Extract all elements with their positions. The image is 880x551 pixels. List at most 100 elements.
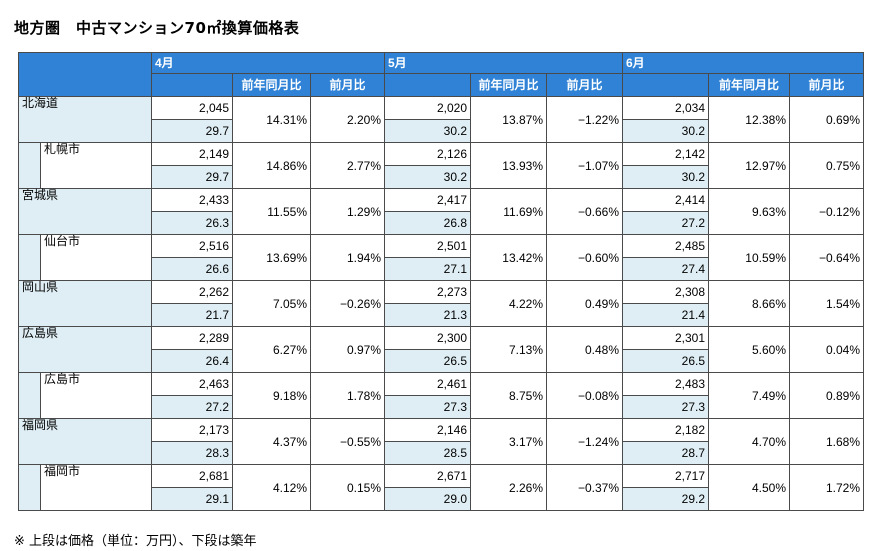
region-name-city: 札幌市 bbox=[40, 142, 152, 189]
table-row: 宮城県 2,433 11.55% 1.29% 2,417 11.69% −0.66% 2,41… bbox=[18, 188, 864, 235]
yoy-change: 12.38% bbox=[708, 96, 790, 143]
header-corner bbox=[18, 52, 152, 97]
yoy-change: 14.86% bbox=[232, 142, 311, 189]
page-title: 地方圏 中古マンション70㎡換算価格表 bbox=[14, 19, 300, 37]
yoy-change: 7.49% bbox=[708, 372, 790, 419]
mom-change: −0.60% bbox=[546, 234, 623, 281]
yoy-change: 4.37% bbox=[232, 418, 311, 465]
building-age-value: 28.5 bbox=[384, 441, 471, 465]
building-age-value: 30.2 bbox=[622, 119, 709, 143]
price-value: 2,173 bbox=[151, 418, 233, 442]
header-month-may: 5月 bbox=[384, 52, 623, 74]
price-value: 2,681 bbox=[151, 464, 233, 488]
mom-change: 0.69% bbox=[789, 96, 864, 143]
yoy-change: 13.87% bbox=[470, 96, 547, 143]
building-age-value: 26.3 bbox=[151, 211, 233, 235]
yoy-change: 13.93% bbox=[470, 142, 547, 189]
table-row: 仙台市 2,516 13.69% 1.94% 2,501 13.42% −0.60% 2,48… bbox=[18, 234, 864, 281]
building-age-value: 29.7 bbox=[151, 119, 233, 143]
price-value: 2,262 bbox=[151, 280, 233, 304]
price-value: 2,045 bbox=[151, 96, 233, 120]
indent-cell bbox=[18, 142, 41, 189]
table-row: 福岡県 2,173 4.37% −0.55% 2,146 3.17% −1.24% 2,182… bbox=[18, 418, 864, 465]
table-row: 広島市 2,463 9.18% 1.78% 2,461 8.75% −0.08% 2,483 7… bbox=[18, 372, 864, 419]
mom-change: −1.07% bbox=[546, 142, 623, 189]
mom-change: −0.12% bbox=[789, 188, 864, 235]
region-name-city: 仙台市 bbox=[40, 234, 152, 281]
building-age-value: 21.3 bbox=[384, 303, 471, 327]
mom-change: 1.29% bbox=[310, 188, 385, 235]
header-month-jun: 6月 bbox=[622, 52, 864, 74]
building-age-value: 27.2 bbox=[151, 395, 233, 419]
region-name-city: 広島市 bbox=[40, 372, 152, 419]
price-value: 2,146 bbox=[384, 418, 471, 442]
building-age-value: 21.4 bbox=[622, 303, 709, 327]
yoy-change: 11.55% bbox=[232, 188, 311, 235]
price-value: 2,182 bbox=[622, 418, 709, 442]
building-age-value: 28.7 bbox=[622, 441, 709, 465]
region-name-prefecture: 福岡県 bbox=[18, 418, 152, 465]
indent-cell bbox=[18, 464, 41, 511]
yoy-change: 7.13% bbox=[470, 326, 547, 373]
header-yoy: 前年同月比 bbox=[708, 73, 790, 97]
price-value: 2,433 bbox=[151, 188, 233, 212]
table-row: 21.7 21.3 21.4 bbox=[19, 303, 864, 327]
table-row: 28.3 28.5 28.7 bbox=[19, 441, 864, 465]
yoy-change: 5.60% bbox=[708, 326, 790, 373]
building-age-value: 26.8 bbox=[384, 211, 471, 235]
price-value: 2,149 bbox=[151, 142, 233, 166]
yoy-change: 2.26% bbox=[470, 464, 547, 511]
mom-change: 2.77% bbox=[310, 142, 385, 189]
price-value: 2,273 bbox=[384, 280, 471, 304]
table-row: 29.7 30.2 30.2 bbox=[19, 119, 864, 143]
building-age-value: 29.1 bbox=[151, 487, 233, 511]
table-row: 29.7 30.2 30.2 bbox=[19, 165, 864, 189]
price-value: 2,483 bbox=[622, 372, 709, 396]
yoy-change: 12.97% bbox=[708, 142, 790, 189]
yoy-change: 7.05% bbox=[232, 280, 311, 327]
yoy-change: 11.69% bbox=[470, 188, 547, 235]
region-name-prefecture: 北海道 bbox=[18, 96, 152, 143]
building-age-value: 29.0 bbox=[384, 487, 471, 511]
mom-change: −0.37% bbox=[546, 464, 623, 511]
table-row: 福岡市 2,681 4.12% 0.15% 2,671 2.26% −0.37% 2,717 4… bbox=[18, 464, 864, 511]
mom-change: 0.97% bbox=[310, 326, 385, 373]
mom-change: 0.75% bbox=[789, 142, 864, 189]
yoy-change: 4.22% bbox=[470, 280, 547, 327]
mom-change: −1.24% bbox=[546, 418, 623, 465]
building-age-value: 29.7 bbox=[151, 165, 233, 189]
mom-change: 1.94% bbox=[310, 234, 385, 281]
mom-change: 0.49% bbox=[546, 280, 623, 327]
building-age-value: 26.5 bbox=[622, 349, 709, 373]
mom-change: 1.78% bbox=[310, 372, 385, 419]
yoy-change: 3.17% bbox=[470, 418, 547, 465]
price-value: 2,717 bbox=[622, 464, 709, 488]
building-age-value: 26.4 bbox=[151, 349, 233, 373]
mom-change: −0.26% bbox=[310, 280, 385, 327]
table-row: 27.2 27.3 27.3 bbox=[19, 395, 864, 419]
price-value: 2,289 bbox=[151, 326, 233, 350]
price-value: 2,126 bbox=[384, 142, 471, 166]
header-blank bbox=[151, 73, 233, 97]
header-mom: 前月比 bbox=[310, 73, 385, 97]
mom-change: 0.89% bbox=[789, 372, 864, 419]
yoy-change: 8.75% bbox=[470, 372, 547, 419]
building-age-value: 30.2 bbox=[384, 165, 471, 189]
header-row-labels: 前年同月比 前月比 前年同月比 前月比 前年同月比 前月比 bbox=[19, 73, 864, 97]
header-blank bbox=[622, 73, 709, 97]
price-value: 2,501 bbox=[384, 234, 471, 258]
mom-change: −0.55% bbox=[310, 418, 385, 465]
yoy-change: 14.31% bbox=[232, 96, 311, 143]
region-name-city: 福岡市 bbox=[40, 464, 152, 511]
price-value: 2,301 bbox=[622, 326, 709, 350]
mom-change: 2.20% bbox=[310, 96, 385, 143]
yoy-change: 6.27% bbox=[232, 326, 311, 373]
header-yoy: 前年同月比 bbox=[232, 73, 311, 97]
table-row: 北海道 2,045 14.31% 2.20% 2,020 13.87% −1.22% 2,03… bbox=[18, 96, 864, 143]
price-value: 2,516 bbox=[151, 234, 233, 258]
header-mom: 前月比 bbox=[546, 73, 623, 97]
region-name-prefecture: 宮城県 bbox=[18, 188, 152, 235]
yoy-change: 4.12% bbox=[232, 464, 311, 511]
building-age-value: 27.2 bbox=[622, 211, 709, 235]
header-blank bbox=[384, 73, 471, 97]
